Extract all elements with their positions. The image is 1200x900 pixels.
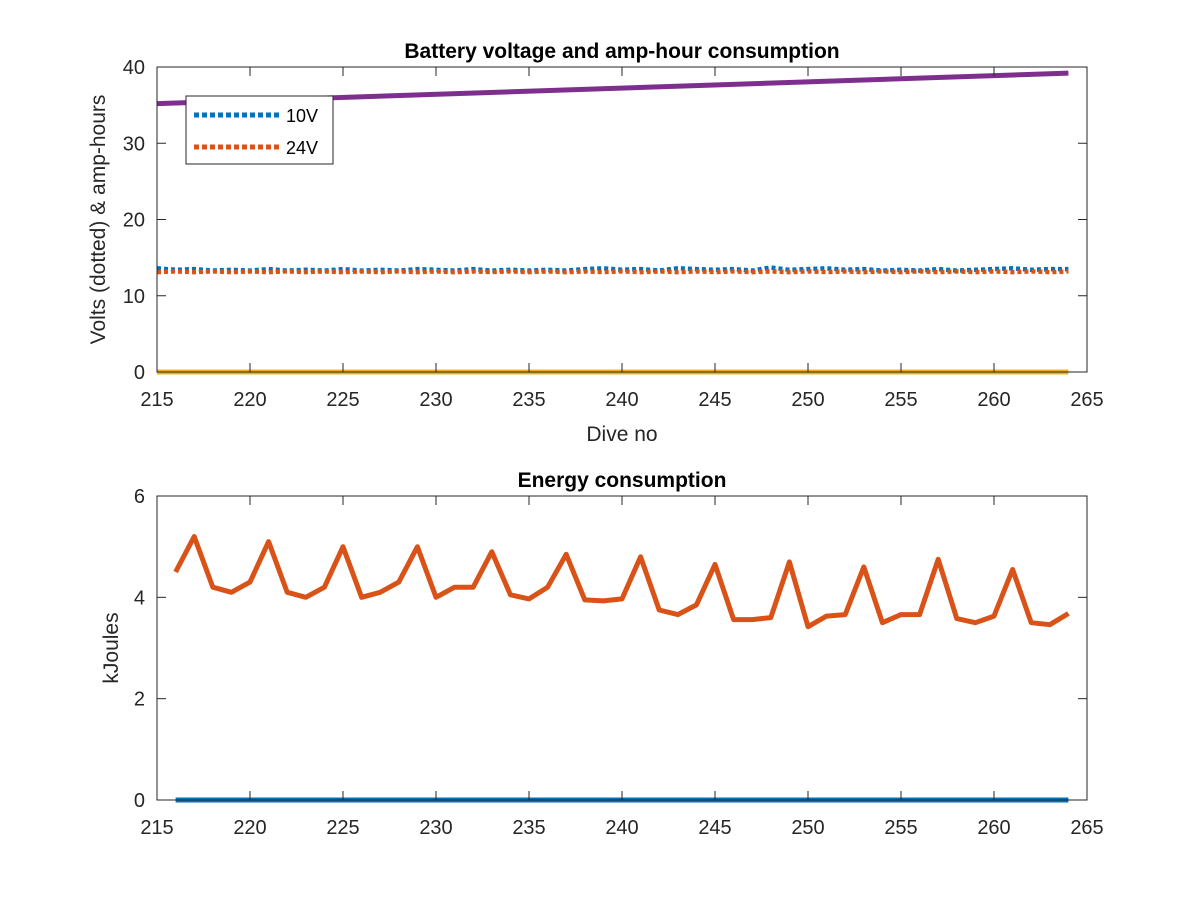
series-line-10v (156, 265, 1069, 273)
x-axis-label: Dive no (586, 423, 657, 446)
axes-frame (156, 66, 1088, 373)
x-tick-label: 255 (884, 389, 917, 411)
x-tick-label: 215 (140, 389, 173, 411)
y-axis-label: kJoules (100, 612, 123, 683)
x-tick-label: 260 (977, 817, 1010, 839)
x-tick-label: 240 (605, 817, 638, 839)
x-tick-label: 250 (791, 817, 824, 839)
x-tick-label: 230 (419, 389, 452, 411)
series-marks (173, 534, 1070, 803)
y-tick-label: 2 (134, 689, 145, 711)
y-axis-label: Volts (dotted) & amp-hours (87, 95, 110, 345)
voltage-chart: Battery voltage and amp-hour consumption… (87, 40, 1104, 446)
y-tick-label: 6 (134, 486, 145, 508)
x-tick-label: 265 (1070, 817, 1103, 839)
chart-title: Battery voltage and amp-hour consumption (404, 40, 839, 63)
y-tick-label: 0 (134, 790, 145, 812)
y-tick-label: 10 (123, 286, 145, 308)
x-tick-label: 230 (419, 817, 452, 839)
x-tick-label: 235 (512, 817, 545, 839)
energy-chart: Energy consumption kJoules 215 220 225 230 2… (100, 469, 1104, 839)
x-ticks: 215 220 225 230 235 240 245 250 255 260 265 (140, 67, 1104, 411)
y-tick-label: 40 (123, 57, 145, 79)
y-tick-label: 4 (134, 587, 145, 609)
x-tick-label: 255 (884, 817, 917, 839)
x-tick-label: 235 (512, 389, 545, 411)
x-tick-label: 260 (977, 389, 1010, 411)
legend-label-10v: 10V (286, 106, 318, 126)
x-tick-label: 220 (233, 817, 266, 839)
y-ticks: 0 10 20 30 40 (123, 57, 1087, 384)
x-tick-label: 245 (698, 817, 731, 839)
y-tick-label: 30 (123, 133, 145, 155)
legend: 10V 24V (185, 95, 334, 165)
legend-box (185, 95, 334, 165)
x-tick-label: 220 (233, 389, 266, 411)
x-tick-label: 215 (140, 817, 173, 839)
x-tick-label: 265 (1070, 389, 1103, 411)
legend-label-24v: 24V (286, 138, 318, 158)
chart-title: Energy consumption (518, 469, 727, 492)
y-tick-label: 0 (134, 362, 145, 384)
series-line-1 (173, 534, 1070, 630)
x-ticks: 215 220 225 230 235 240 245 250 255 260 265 (140, 496, 1104, 839)
y-ticks: 0 2 4 6 (134, 486, 1087, 812)
x-tick-label: 225 (326, 817, 359, 839)
x-tick-label: 250 (791, 389, 824, 411)
x-tick-label: 240 (605, 389, 638, 411)
y-tick-label: 20 (123, 210, 145, 232)
axes-frame (156, 495, 1088, 801)
x-tick-label: 225 (326, 389, 359, 411)
x-tick-label: 245 (698, 389, 731, 411)
series-line-24v (156, 269, 1069, 275)
